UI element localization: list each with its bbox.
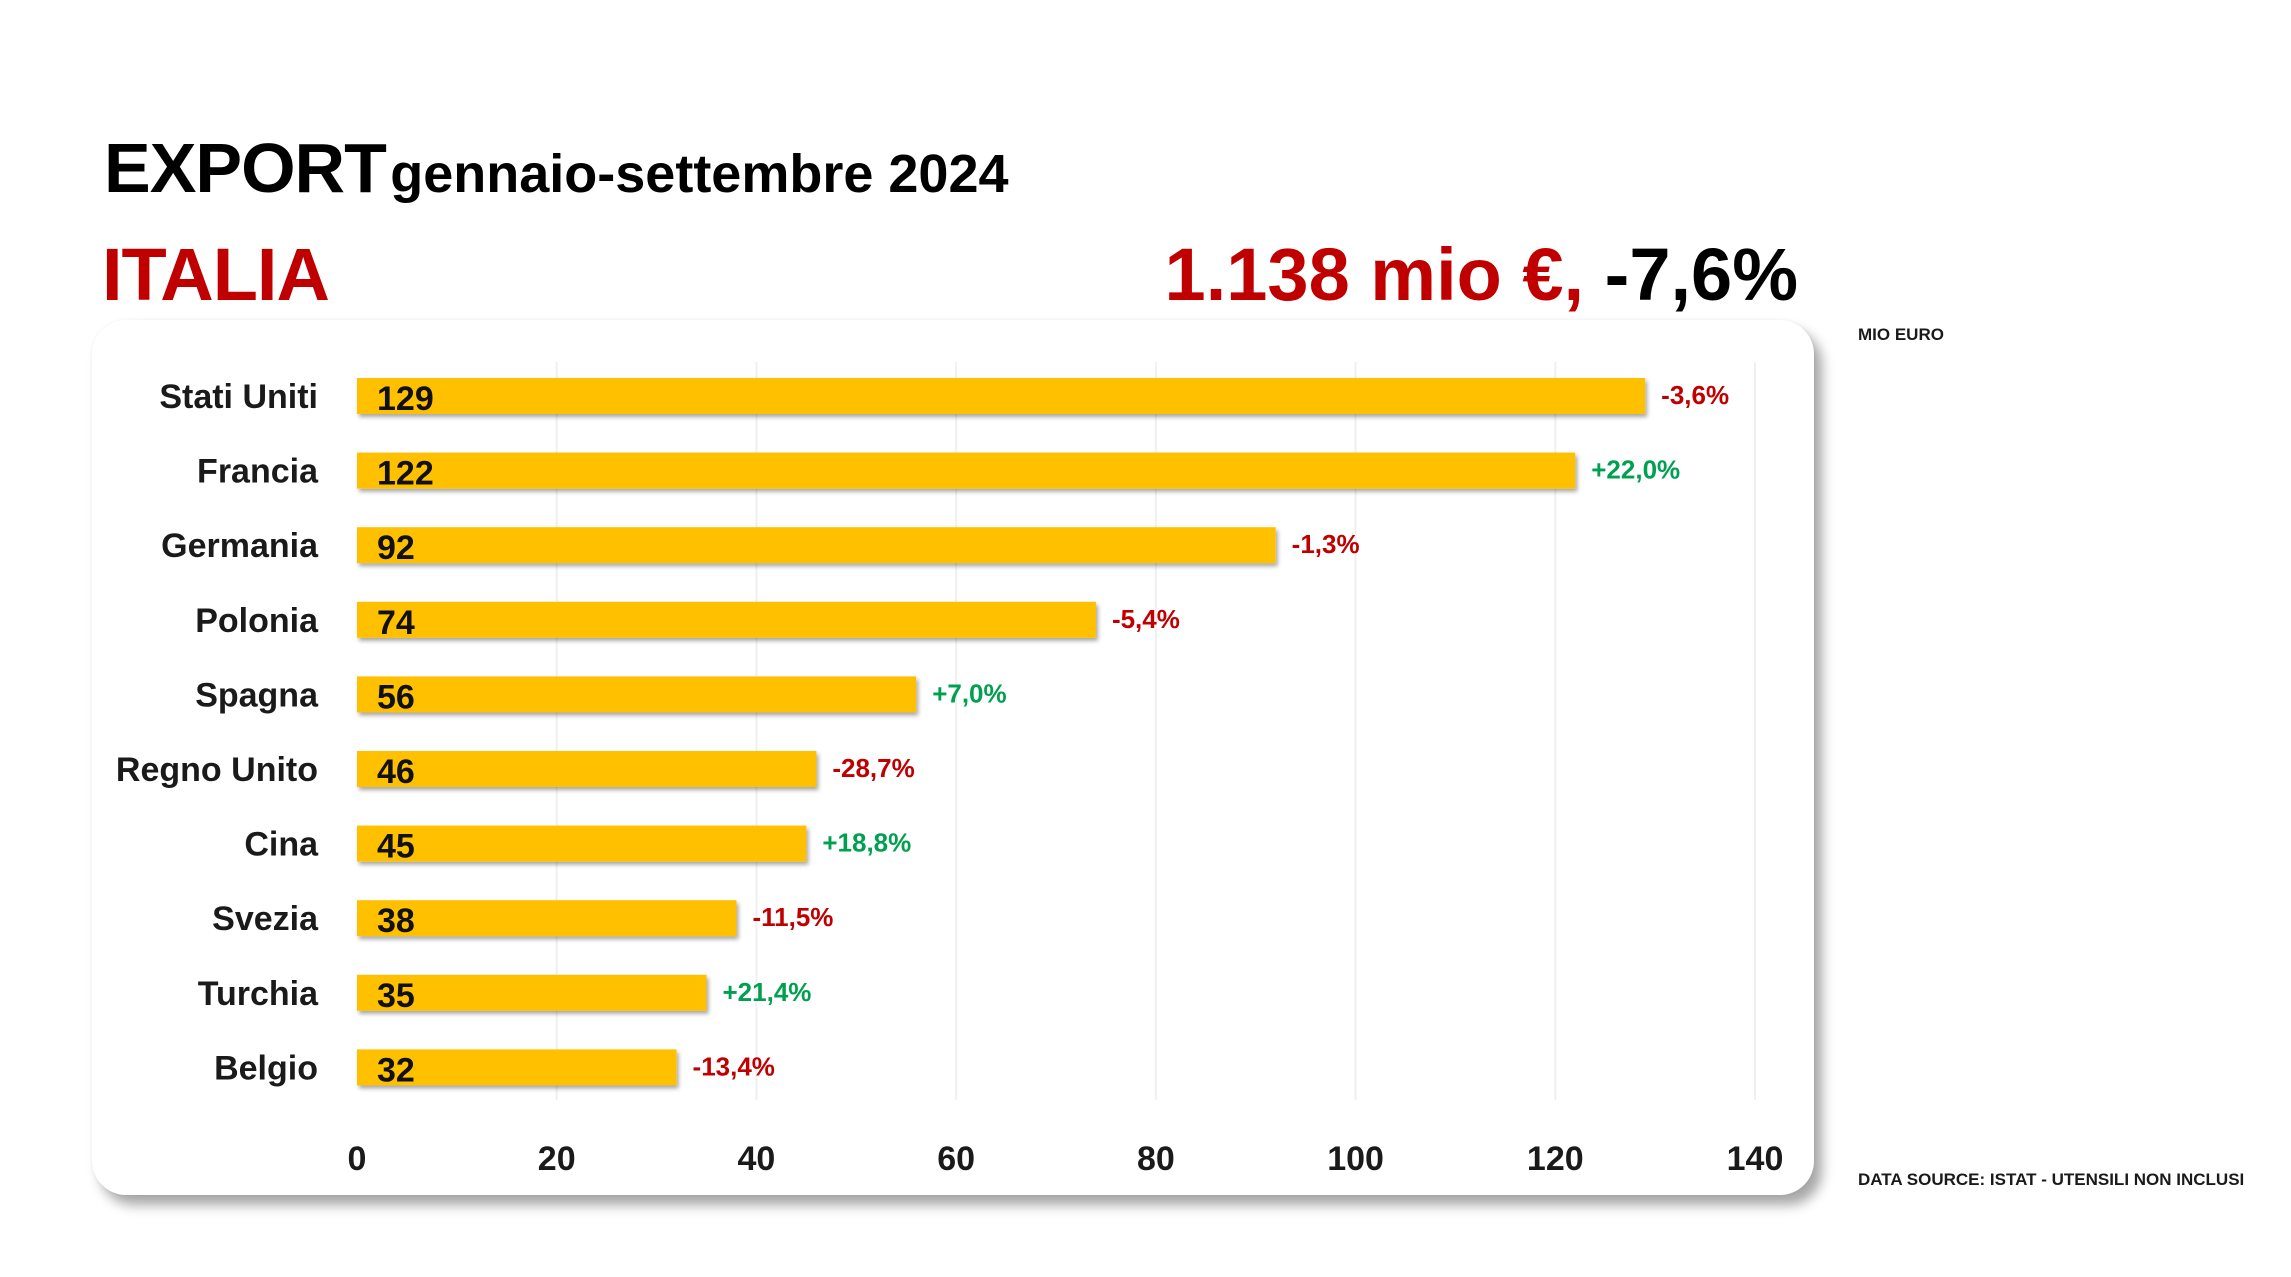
category-label-3: Polonia xyxy=(195,602,319,640)
x-tick-label-80: 80 xyxy=(1137,1140,1175,1178)
bar-4 xyxy=(357,676,917,713)
bar-2 xyxy=(357,527,1276,564)
change-label-8: +21,4% xyxy=(723,977,812,1007)
value-label-1: 122 xyxy=(377,455,434,493)
bar-9 xyxy=(357,1049,677,1086)
x-tick-label-100: 100 xyxy=(1327,1140,1384,1178)
bar-6 xyxy=(357,825,807,862)
total-value: 1.138 mio €, xyxy=(1164,233,1585,316)
change-label-7: -11,5% xyxy=(752,902,833,932)
value-label-2: 92 xyxy=(377,529,415,567)
bar-8 xyxy=(357,974,707,1011)
bar-7 xyxy=(357,900,737,937)
change-label-0: -3,6% xyxy=(1661,380,1729,410)
total-summary: 1.138 mio €, -7,6% xyxy=(1165,232,1798,317)
value-label-6: 45 xyxy=(377,828,415,866)
category-label-2: Germania xyxy=(161,527,319,565)
change-label-5: -28,7% xyxy=(832,753,914,783)
x-tick-label-60: 60 xyxy=(937,1140,975,1178)
x-tick-label-120: 120 xyxy=(1527,1140,1584,1178)
change-label-6: +18,8% xyxy=(822,828,911,858)
bar-0 xyxy=(357,378,1646,414)
x-tick-label-20: 20 xyxy=(538,1140,576,1178)
title-period: gennaio-settembre 2024 xyxy=(390,144,1009,204)
title-export: EXPORT xyxy=(104,129,387,207)
x-tick-label-0: 0 xyxy=(348,1140,367,1178)
bar-3 xyxy=(357,601,1096,638)
x-tick-label-140: 140 xyxy=(1727,1140,1784,1178)
value-label-4: 56 xyxy=(377,678,415,716)
category-label-1: Francia xyxy=(197,453,319,491)
change-label-9: -13,4% xyxy=(693,1051,775,1081)
category-label-5: Regno Unito xyxy=(116,751,318,789)
category-label-4: Spagna xyxy=(195,676,319,714)
unit-label: MIO EURO xyxy=(1858,325,1944,344)
bar-1 xyxy=(357,452,1576,489)
change-label-4: +7,0% xyxy=(932,678,1006,708)
value-label-3: 74 xyxy=(377,604,415,642)
chart-title: EXPORT gennaio-settembre 2024 xyxy=(104,128,1009,208)
source-note: DATA SOURCE: ISTAT - UTENSILI NON INCLUS… xyxy=(1858,1170,2245,1189)
value-label-8: 35 xyxy=(377,977,415,1015)
x-tick-label-40: 40 xyxy=(738,1140,776,1178)
change-label-3: -5,4% xyxy=(1112,604,1180,634)
value-label-7: 38 xyxy=(377,902,415,940)
value-label-0: 129 xyxy=(377,380,434,418)
value-label-9: 32 xyxy=(377,1051,415,1089)
category-label-8: Turchia xyxy=(198,975,319,1013)
bar-5 xyxy=(357,751,817,787)
value-label-5: 46 xyxy=(377,753,415,791)
category-label-9: Belgio xyxy=(214,1049,318,1087)
country-label: ITALIA xyxy=(102,233,330,316)
category-label-7: Svezia xyxy=(212,900,319,938)
category-label-6: Cina xyxy=(244,826,319,864)
change-label-1: +22,0% xyxy=(1591,455,1680,485)
total-change: -7,6% xyxy=(1584,233,1798,316)
category-label-0: Stati Uniti xyxy=(159,378,318,416)
change-label-2: -1,3% xyxy=(1292,529,1360,559)
